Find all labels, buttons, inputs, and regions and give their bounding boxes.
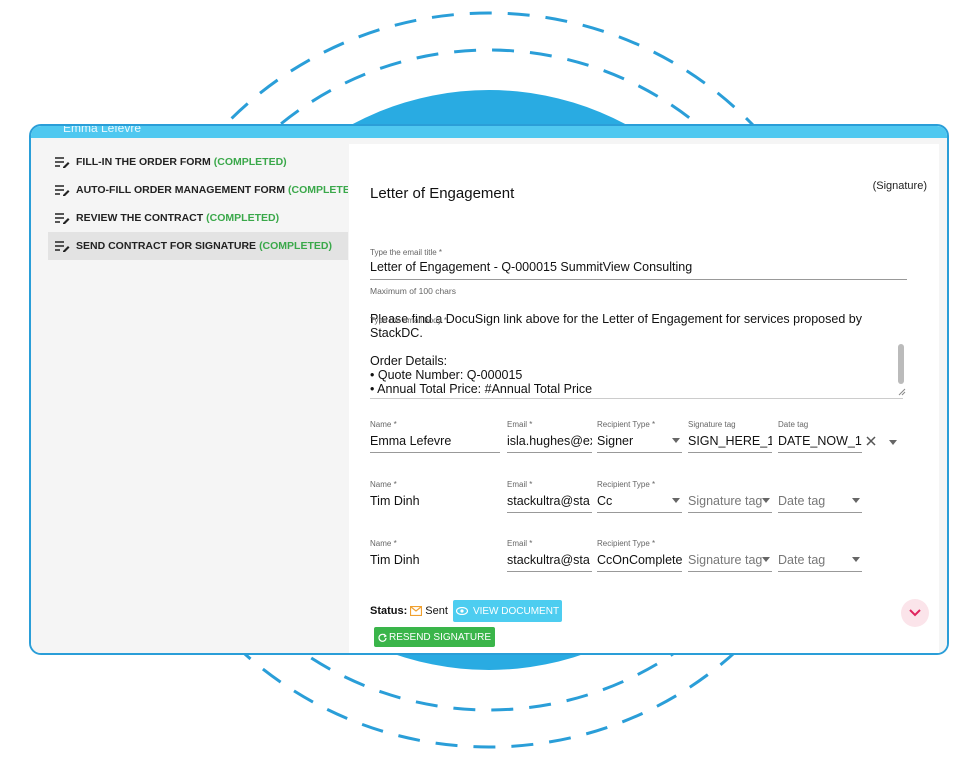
email-body-line (370, 340, 903, 354)
recipient-name-input[interactable]: Tim Dinh (370, 494, 420, 508)
type-label: Recipient Type * (597, 480, 656, 489)
chevron-down-icon[interactable] (889, 440, 897, 445)
email-title-field[interactable]: Type the email title * Letter of Engagem… (370, 248, 907, 280)
contract-panel: Letter of Engagement (Signature) Type th… (349, 144, 939, 653)
signature-note: (Signature) (872, 180, 927, 192)
close-icon[interactable] (865, 435, 877, 447)
recipient-email-input[interactable]: isla.hughes@ex (507, 432, 592, 453)
date-tag-input[interactable]: DATE_NOW_1 (778, 432, 862, 453)
date-tag-placeholder: Date tag (778, 551, 862, 572)
edit-list-icon (55, 157, 70, 168)
email-label: Email * (507, 539, 533, 548)
recipient-type-select[interactable]: Recipient Type * Signer (597, 420, 682, 453)
status-value: Sent (425, 605, 448, 617)
resize-handle-icon[interactable] (898, 388, 906, 396)
window-header: Emma Lefevre (31, 126, 947, 138)
date-tag-select[interactable]: Date tag (778, 480, 862, 513)
step-send-contract-signature[interactable]: SEND CONTRACT FOR SIGNATURE (COMPLETED) (48, 232, 348, 260)
signature-tag-placeholder: Signature tag (688, 551, 772, 572)
email-title-input[interactable]: Letter of Engagement - Q-000015 SummitVi… (370, 257, 907, 280)
content-area: FILL-IN THE ORDER FORM (COMPLETED) AUTO-… (31, 138, 947, 653)
email-label: Email * (507, 480, 533, 489)
app-window: Emma Lefevre FILL-IN THE ORDER FORM (COM… (29, 124, 949, 655)
chevron-down-icon (909, 609, 921, 617)
signature-tag-placeholder: Signature tag (688, 492, 772, 513)
recipient-name-input[interactable]: Emma Lefevre (370, 432, 500, 453)
edit-list-icon (55, 185, 70, 196)
resend-signature-button[interactable]: RESEND SIGNATURE (374, 627, 495, 647)
email-body-label: Type the email body * (370, 316, 447, 325)
chevron-down-icon (672, 498, 680, 503)
recipient-name-field[interactable]: Name * Tim Dinh (370, 480, 500, 512)
date-tag-placeholder: Date tag (778, 492, 862, 513)
step-auto-fill-order-management[interactable]: AUTO-FILL ORDER MANAGEMENT FORM (COMPLET… (48, 176, 348, 204)
recipient-name-field[interactable]: Name * Tim Dinh (370, 539, 500, 571)
step-status: (COMPLETED) (206, 212, 280, 224)
email-body-line: StackDC. (370, 326, 423, 340)
step-status: (COMPLETE (288, 184, 348, 196)
name-label: Name * (370, 420, 397, 429)
date-tag-label: Date tag (778, 420, 809, 429)
recipient-type-value: CcOnComplete (597, 551, 682, 572)
resend-signature-label: RESEND SIGNATURE (388, 631, 492, 643)
signature-tag-field[interactable]: Signature tag SIGN_HERE_1 (688, 420, 772, 453)
chevron-down-icon (852, 498, 860, 503)
window-header-text: Emma Lefevre (63, 124, 142, 135)
step-review-contract[interactable]: REVIEW THE CONTRACT (COMPLETED) (48, 204, 348, 232)
step-label: AUTO-FILL ORDER MANAGEMENT FORM (76, 184, 286, 196)
recipient-email-input[interactable]: stackultra@sta (507, 551, 592, 572)
email-title-hint: Maximum of 100 chars (370, 286, 456, 296)
email-body-line: • Annual Total Price: #Annual Total Pric… (370, 382, 593, 396)
email-label: Email * (507, 420, 533, 429)
edit-list-icon (55, 213, 70, 224)
view-document-label: VIEW DOCUMENT (472, 605, 560, 617)
recipient-email-input[interactable]: stackultra@sta (507, 492, 592, 513)
step-label: SEND CONTRACT FOR SIGNATURE (76, 240, 257, 252)
chevron-down-icon (672, 438, 680, 443)
eye-icon (455, 607, 468, 615)
signature-tag-select[interactable]: Signature tag (688, 480, 772, 513)
name-label: Name * (370, 480, 397, 489)
step-label: FILL-IN THE ORDER FORM (76, 156, 211, 168)
recipient-email-field[interactable]: Email * stackultra@sta (507, 480, 592, 513)
date-tag-field[interactable]: Date tag DATE_NOW_1 (778, 420, 862, 453)
recipient-type-value: Cc (597, 492, 682, 513)
email-body-line: Please find a DocuSign link above for th… (370, 314, 862, 326)
chevron-down-icon (852, 557, 860, 562)
steps-panel: FILL-IN THE ORDER FORM (COMPLETED) AUTO-… (48, 148, 348, 260)
signature-tag-input[interactable]: SIGN_HERE_1 (688, 432, 772, 453)
email-body-line: Order Details: (370, 354, 448, 368)
email-title-label: Type the email title * (370, 248, 443, 257)
email-body-line: • Quote Number: Q-000015 (370, 368, 523, 382)
date-tag-select[interactable]: Date tag (778, 539, 862, 572)
name-label: Name * (370, 539, 397, 548)
email-body-scrollbar[interactable] (898, 344, 904, 384)
signature-tag-select[interactable]: Signature tag (688, 539, 772, 572)
refresh-icon (378, 633, 387, 642)
status-label: Status: (370, 605, 408, 617)
view-document-button[interactable]: VIEW DOCUMENT (453, 600, 562, 622)
envelope-icon (410, 606, 423, 616)
scroll-down-button[interactable] (901, 599, 929, 627)
sig-tag-label: Signature tag (688, 420, 736, 429)
step-status: (COMPLETED) (259, 240, 332, 252)
recipient-email-field[interactable]: Email * stackultra@sta (507, 539, 592, 572)
email-body-textarea[interactable]: Type the email body * Please find a Docu… (370, 314, 903, 399)
step-label: REVIEW THE CONTRACT (76, 212, 204, 224)
recipient-name-input[interactable]: Tim Dinh (370, 553, 420, 567)
recipient-type-value: Signer (597, 432, 682, 453)
status-indicator: Status: Sent (370, 605, 448, 617)
edit-list-icon (55, 241, 70, 252)
type-label: Recipient Type * (597, 420, 656, 429)
step-status: (COMPLETED) (213, 156, 287, 168)
document-title: Letter of Engagement (370, 185, 515, 202)
recipient-type-select[interactable]: Recipient Type * Cc (597, 480, 682, 513)
chevron-down-icon (762, 557, 770, 562)
recipient-type-select[interactable]: Recipient Type * CcOnComplete (597, 539, 682, 572)
step-fill-order-form[interactable]: FILL-IN THE ORDER FORM (COMPLETED) (48, 148, 348, 176)
recipient-name-field[interactable]: Name * Emma Lefevre (370, 420, 500, 453)
type-label: Recipient Type * (597, 539, 656, 548)
chevron-down-icon (762, 498, 770, 503)
recipient-email-field[interactable]: Email * isla.hughes@ex (507, 420, 592, 453)
